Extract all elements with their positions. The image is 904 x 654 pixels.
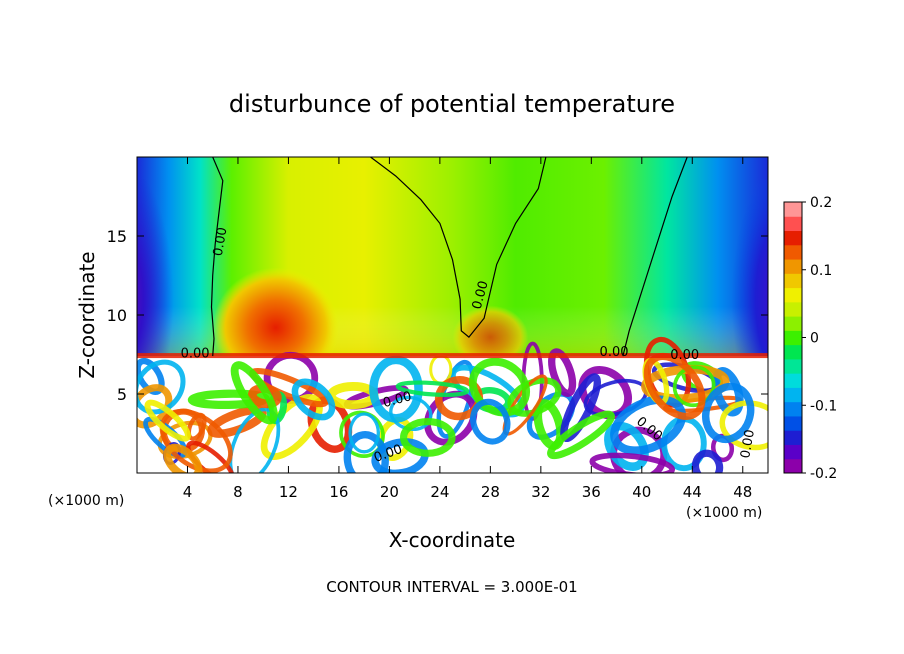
colorbar-swatch [784, 216, 802, 232]
turbulent-swirl [424, 390, 478, 446]
turbulent-swirl [137, 359, 186, 415]
x-unit-label-right: (×1000 m) [686, 505, 762, 521]
colorbar-swatch [784, 358, 802, 374]
turbulent-swirl [163, 443, 203, 473]
turbulent-swirl [468, 357, 531, 417]
warm-anomaly-center [452, 305, 529, 369]
x-tick-label: 16 [329, 483, 348, 501]
x-tick-label: 4 [183, 483, 193, 501]
turbulent-swirl [589, 452, 676, 473]
colorbar-swatch [784, 287, 802, 303]
colorbar-tick-label: -0.2 [810, 466, 837, 482]
colorbar-tick-label: 0.2 [810, 195, 832, 211]
turbulent-swirl [159, 408, 233, 473]
turbulent-swirl [144, 399, 191, 442]
turbulent-swirl [291, 378, 336, 421]
zero-contour [370, 157, 547, 338]
contour-label: 0.00 [470, 279, 492, 311]
y-axis-label: Z-coordinate [75, 251, 99, 378]
colorbar-swatch [784, 344, 802, 360]
turbulent-swirl [610, 395, 687, 455]
x-tick-label: 12 [279, 483, 298, 501]
turbulent-swirl [470, 398, 511, 445]
x-tick-label: 32 [531, 483, 550, 501]
turbulent-swirl [395, 380, 470, 397]
x-tick-label: 8 [233, 483, 243, 501]
turbulent-swirl [400, 417, 456, 457]
colorbar-tick-label: -0.1 [810, 398, 837, 414]
colorbar-swatch [784, 444, 802, 460]
colorbar-swatch [784, 401, 802, 417]
colorbar-swatch [784, 316, 802, 331]
colorbar-swatch [784, 387, 802, 403]
turbulent-swirl [547, 410, 615, 460]
colorbar-swatch [784, 244, 802, 260]
interface-band [137, 353, 768, 359]
contour-label: 0.00 [211, 226, 231, 257]
x-axis-label: X-coordinate [389, 528, 516, 552]
x-tick-label: 24 [430, 483, 449, 501]
colorbar: -0.2 -0.1 0 0.1 0.2 [783, 195, 837, 482]
contour-label: 0.00 [670, 348, 699, 363]
colorbar-tick-label: 0 [810, 331, 819, 347]
turbulent-swirl [702, 382, 755, 444]
contour-label: 0.00 [381, 389, 413, 411]
turbulent-swirl [137, 384, 173, 429]
turbulent-swirl [643, 352, 706, 420]
turbulent-swirl [548, 348, 577, 398]
y-tick-label: 5 [117, 385, 127, 404]
colorbar-swatch [784, 430, 802, 445]
turbulent-swirl [691, 449, 724, 473]
zero-contour [622, 157, 688, 357]
plot-area: 0.000.000.000.000.000.000.00 0.000.00 [137, 157, 768, 473]
colorbar-swatch [784, 373, 802, 388]
colorbar-swatch [784, 301, 802, 317]
x-axis: 4 8 12 16 20 24 28 32 36 40 44 48 [183, 157, 752, 501]
turbulent-swirl [348, 412, 380, 454]
turbulent-swirl [369, 355, 423, 423]
x-unit-label-left: (×1000 m) [48, 493, 124, 509]
contour-label: 0.00 [600, 345, 629, 360]
x-tick-label: 48 [733, 483, 752, 501]
colorbar-swatch [784, 415, 802, 431]
colorbar-swatch [784, 330, 802, 346]
zero-contour [210, 157, 224, 357]
colorbar-swatch [784, 273, 802, 289]
contour-label: 0.00 [181, 347, 210, 362]
colorbar-swatch [784, 259, 802, 274]
y-tick-label: 10 [107, 306, 127, 325]
chart-title: disturbunce of potential temperature [229, 90, 675, 118]
x-tick-label: 28 [481, 483, 500, 501]
colorbar-tick-label: 0.1 [810, 263, 832, 279]
colorbar-swatch [784, 202, 802, 217]
turbulent-swirl [719, 400, 768, 451]
x-tick-label: 36 [582, 483, 601, 501]
y-axis: 5 10 15 [107, 227, 768, 404]
colorbar-swatch [784, 458, 802, 474]
turbulent-swirl [343, 431, 389, 473]
x-tick-label: 40 [632, 483, 651, 501]
x-tick-label: 20 [380, 483, 399, 501]
colorbar-swatch [784, 230, 802, 246]
x-tick-label: 44 [683, 483, 702, 501]
contour-label: 0.00 [738, 428, 758, 459]
y-tick-label: 15 [107, 227, 127, 246]
turbulent-swirl [230, 361, 278, 425]
contour-interval-note: CONTOUR INTERVAL = 3.000E-01 [326, 578, 577, 596]
